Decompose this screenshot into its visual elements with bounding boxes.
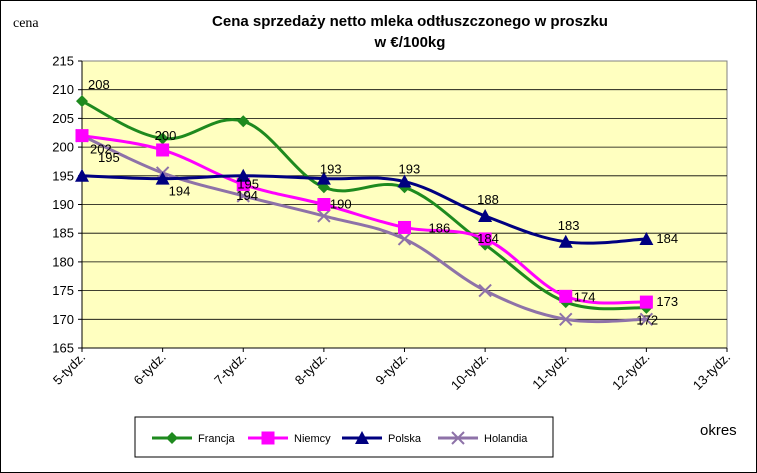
series-line-polska [81, 174, 647, 245]
data-label-holandia: 172 [636, 312, 658, 327]
data-label-polska: 183 [558, 218, 580, 233]
data-point-niemcy [317, 198, 331, 211]
data-label-niemcy: 173 [656, 294, 678, 309]
data-point-holandia [236, 189, 250, 203]
y-tick-label: 165 [52, 341, 74, 356]
y-tick-label: 170 [52, 312, 74, 327]
series-line-niemcy [81, 134, 647, 305]
data-label-francja: 193 [399, 161, 421, 176]
data-point-niemcy [398, 220, 411, 234]
data-point-niemcy [478, 232, 492, 246]
data-label-niemcy: 186 [429, 220, 451, 235]
data-labels: 194 172 208 193 193 202 200 195 190 186 184 174 173 1… [88, 77, 678, 327]
data-point-polska [558, 234, 573, 248]
data-label-polska: 195 [98, 150, 120, 165]
data-point-holandia [317, 209, 331, 223]
y-tick-label: 215 [52, 54, 74, 69]
data-label-francja: 208 [88, 77, 110, 92]
data-label-francja: 193 [320, 161, 342, 176]
y-axis-label: cena [13, 16, 39, 31]
data-point-holandia [478, 283, 492, 298]
data-point-francja [156, 132, 169, 145]
data-label-polska: 194 [169, 184, 191, 199]
data-point-polska [155, 171, 170, 185]
data-label-polska: 184 [656, 231, 678, 246]
data-point-polska [397, 174, 412, 188]
data-point-niemcy [559, 289, 573, 303]
data-point-francja [237, 115, 250, 128]
y-tick-label: 190 [52, 197, 74, 212]
y-tick-label: 185 [52, 226, 74, 241]
y-tick-label: 180 [52, 254, 74, 269]
data-point-niemcy [156, 143, 170, 157]
data-point-holandia [559, 312, 573, 327]
data-point-holandia [397, 232, 412, 246]
legend-marker-polska [355, 431, 369, 444]
data-label-niemcy: 202 [90, 142, 112, 157]
y-tick-label: 195 [52, 168, 74, 183]
data-point-holandia [639, 312, 654, 327]
data-label-niemcy: 174 [574, 289, 596, 304]
y-tick-label: 205 [52, 111, 74, 126]
legend-label-niemcy: Niemcy [294, 433, 331, 445]
data-point-polska [639, 231, 654, 245]
legend-label-polska: Polska [388, 433, 422, 445]
x-axis-label: okres [700, 422, 737, 439]
data-label-polska: 188 [477, 192, 499, 207]
grid-lines [82, 89, 727, 320]
data-point-niemcy [639, 295, 653, 309]
data-label-niemcy: 200 [155, 128, 177, 143]
legend-label-francja: Francja [198, 433, 236, 445]
data-label-holandia: 194 [236, 188, 258, 203]
y-tick-label: 175 [52, 283, 74, 298]
series-line-holandia [81, 134, 647, 324]
chart-title-line2: w €/100kg [374, 34, 446, 51]
data-point-polska [236, 168, 251, 182]
data-point-francja [76, 95, 88, 108]
series-lines [75, 95, 654, 327]
y-tick-label: 200 [52, 140, 74, 155]
legend-marker-niemcy [261, 431, 275, 445]
data-label-niemcy: 195 [237, 176, 259, 191]
data-point-polska [478, 208, 493, 222]
legend: Francja Niemcy Polska Holandia [152, 431, 528, 445]
data-point-polska [75, 168, 89, 182]
legend-label-holandia: Holandia [484, 433, 528, 445]
data-point-niemcy [75, 129, 89, 143]
legend-marker-holandia [451, 431, 465, 445]
series-line-francja [81, 99, 647, 311]
data-label-niemcy: 190 [330, 197, 352, 212]
chart-title-line1: Cena sprzedaży netto mleka odtłuszczoneg… [212, 13, 608, 30]
y-tick-label: 210 [52, 82, 74, 97]
data-label-niemcy: 184 [477, 231, 499, 246]
legend-marker-francja [166, 432, 178, 444]
data-point-polska [316, 171, 331, 185]
